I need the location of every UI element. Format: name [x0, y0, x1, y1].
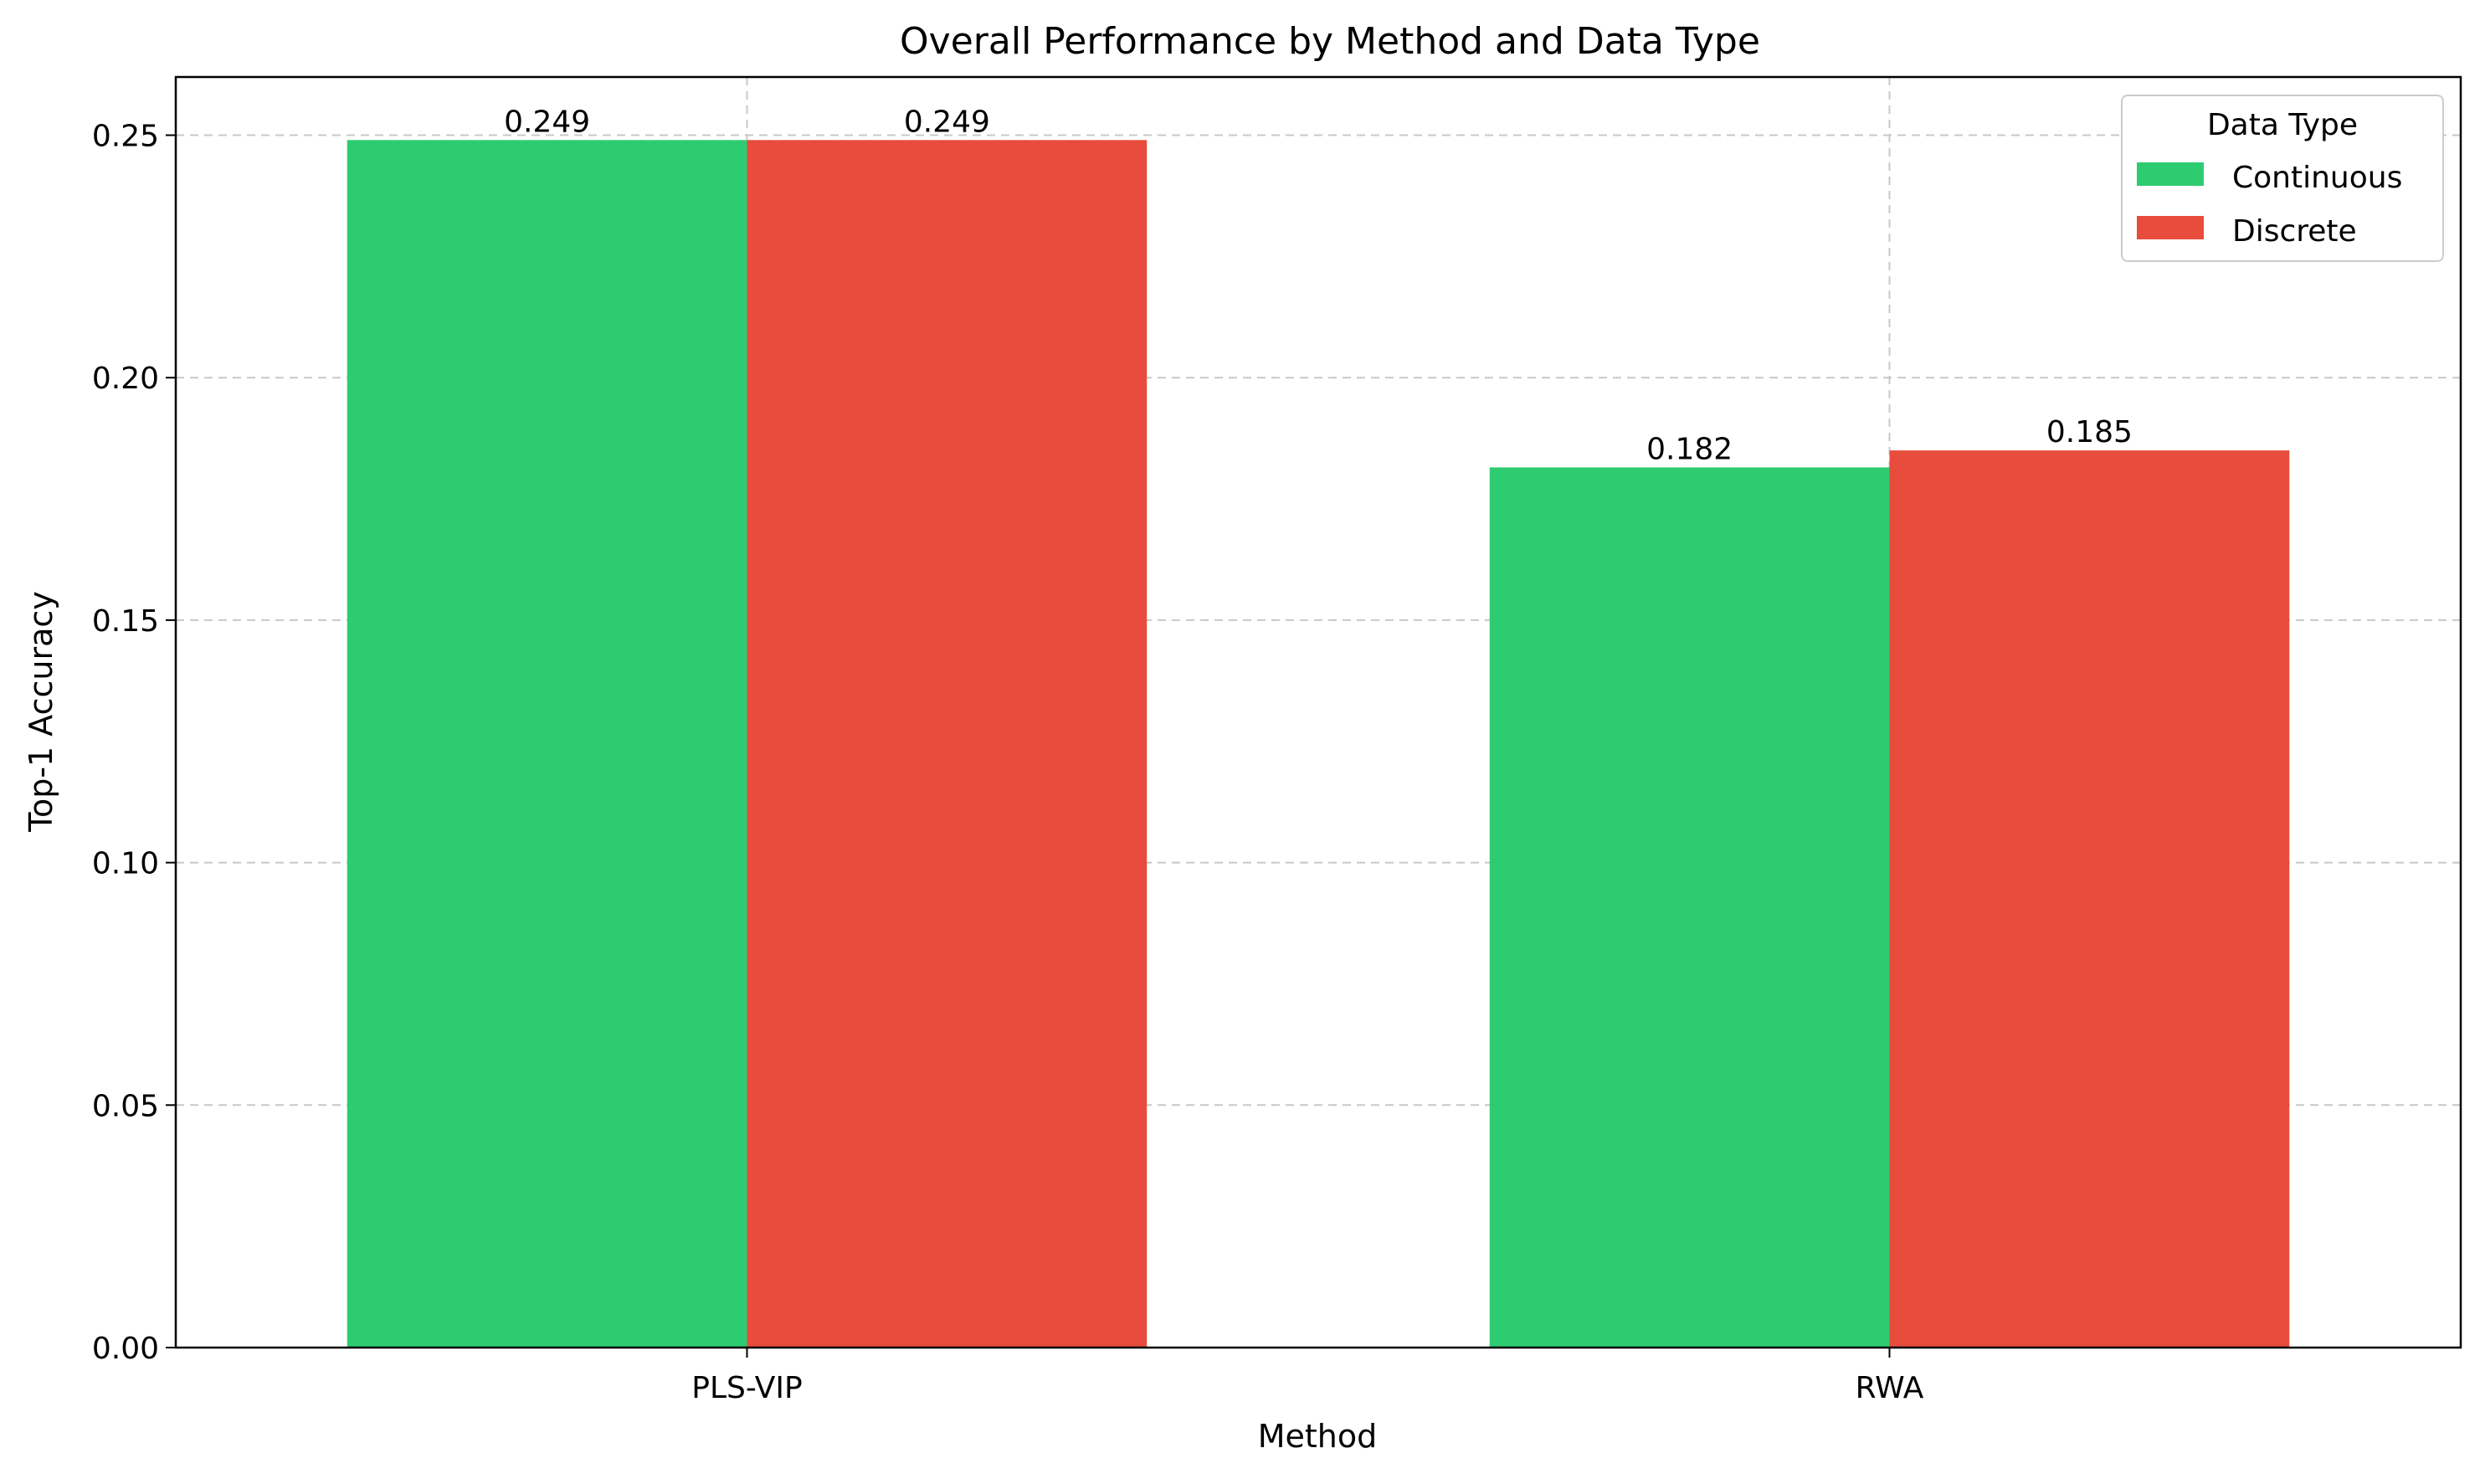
x-axis-label: Method: [1258, 1418, 1378, 1455]
axis-ticks: 0.00 0.05 0.10 0.15 0.20 0.25 PLS-VIP RWA: [92, 120, 1924, 1405]
y-tick-label: 0.05: [92, 1089, 159, 1123]
bar-discrete-pls-vip: [747, 140, 1148, 1348]
x-tick-label: RWA: [1856, 1371, 1924, 1405]
data-label: 0.249: [904, 105, 990, 139]
legend-label-continuous: Continuous: [2232, 161, 2402, 195]
legend-title: Data Type: [2207, 108, 2358, 142]
y-tick-label: 0.10: [92, 847, 159, 881]
legend-swatch-discrete: [2137, 216, 2204, 239]
y-axis-label: Top-1 Accuracy: [23, 591, 59, 833]
bars-layer: [347, 140, 2290, 1348]
data-label: 0.249: [504, 105, 590, 139]
y-tick-label: 0.15: [92, 604, 159, 639]
plot-frame: [174, 75, 2462, 1349]
bar-continuous-rwa: [1489, 467, 1890, 1348]
y-tick-label: 0.20: [92, 362, 159, 396]
data-label: 0.182: [1646, 432, 1733, 466]
legend-swatch-continuous: [2137, 162, 2204, 186]
data-labels: 0.249 0.249 0.182 0.185: [504, 105, 2133, 466]
axes-frame: [174, 75, 2462, 1349]
y-tick-label: 0.00: [92, 1332, 159, 1366]
legend: Data Type Continuous Discrete: [2121, 95, 2444, 262]
chart-title: Overall Performance by Method and Data T…: [900, 20, 1760, 63]
legend-label-discrete: Discrete: [2232, 214, 2357, 249]
bar-discrete-rwa: [1889, 450, 2290, 1348]
bar-continuous-pls-vip: [347, 140, 747, 1348]
x-tick-label: PLS-VIP: [691, 1371, 802, 1405]
y-tick-label: 0.25: [92, 120, 159, 154]
data-label: 0.185: [2046, 415, 2133, 449]
